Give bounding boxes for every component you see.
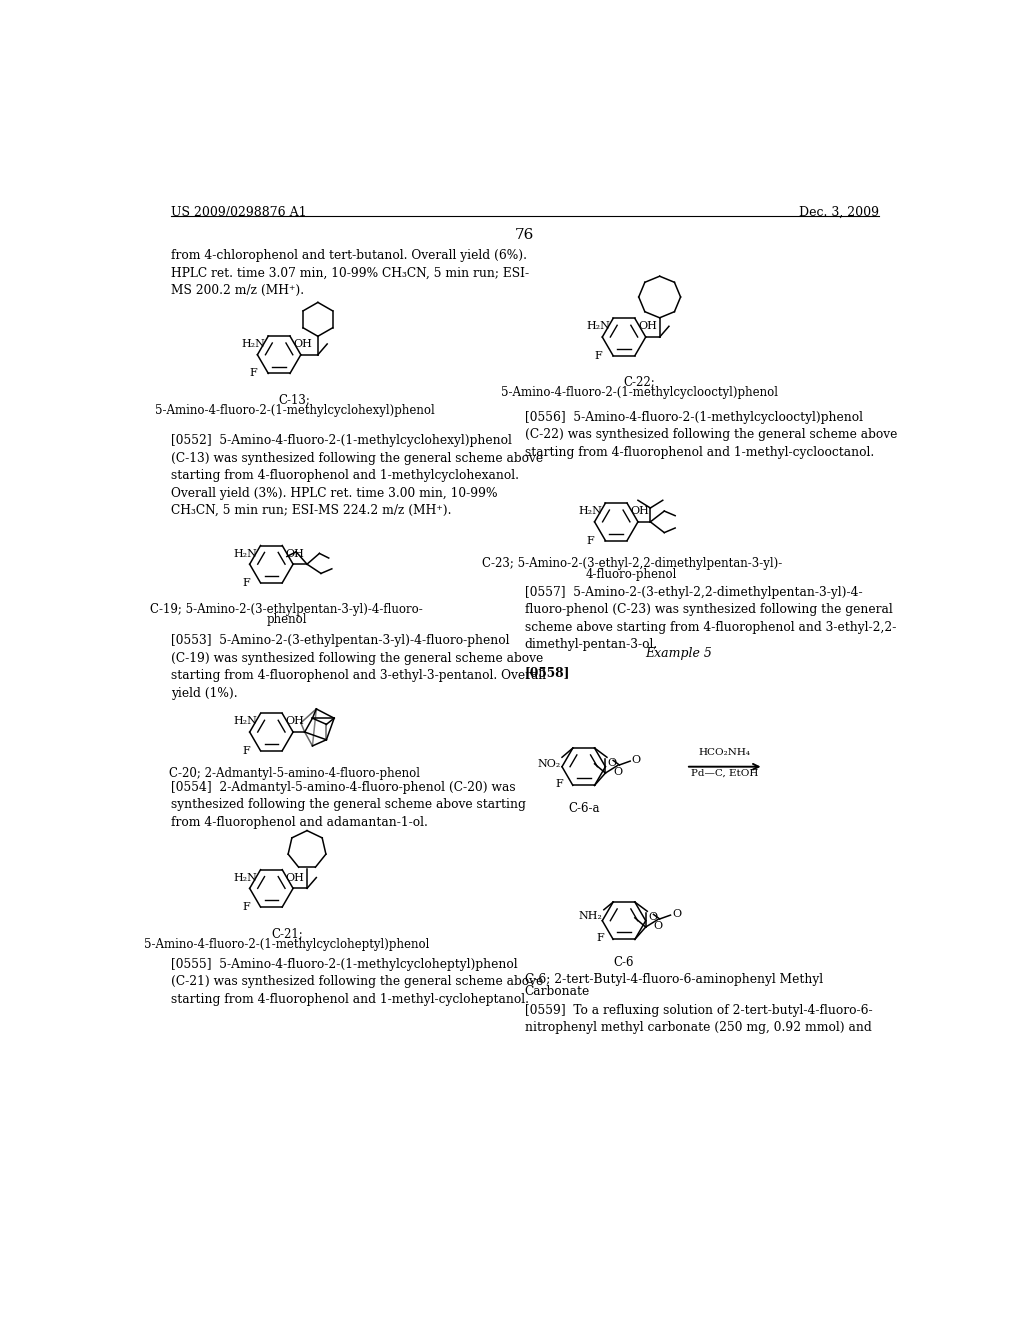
Text: [0554]  2-Admantyl-5-amino-4-fluoro-phenol (C-20) was
synthesized following the : [0554] 2-Admantyl-5-amino-4-fluoro-pheno… (171, 780, 525, 829)
Text: US 2009/0298876 A1: US 2009/0298876 A1 (171, 206, 306, 219)
Text: O: O (607, 758, 616, 768)
Text: NH₂: NH₂ (579, 911, 602, 921)
Text: O: O (632, 755, 641, 764)
Text: H₂N: H₂N (242, 339, 265, 350)
Text: OH: OH (286, 549, 304, 558)
Text: C-20; 2-Admantyl-5-amino-4-fluoro-phenol: C-20; 2-Admantyl-5-amino-4-fluoro-phenol (169, 767, 420, 780)
Text: F: F (556, 779, 563, 789)
Text: OH: OH (286, 717, 304, 726)
Text: HCO₂NH₄: HCO₂NH₄ (698, 748, 751, 758)
Text: Pd—C, EtOH: Pd—C, EtOH (691, 768, 759, 777)
Text: C-6: C-6 (613, 956, 634, 969)
Text: Carbonate: Carbonate (524, 985, 590, 998)
Text: C-23; 5-Amino-2-(3-ethyl-2,2-dimethylpentan-3-yl)-: C-23; 5-Amino-2-(3-ethyl-2,2-dimethylpen… (481, 557, 782, 570)
Text: F: F (596, 933, 604, 942)
Text: OH: OH (286, 873, 304, 883)
Text: O: O (672, 908, 681, 919)
Text: 4-fluoro-phenol: 4-fluoro-phenol (586, 568, 678, 581)
Text: 5-Amino-4-fluoro-2-(1-methylcyclohexyl)phenol: 5-Amino-4-fluoro-2-(1-methylcyclohexyl)p… (155, 404, 434, 417)
Text: C-22;: C-22; (624, 376, 655, 388)
Text: [0558]: [0558] (524, 667, 570, 680)
Text: 76: 76 (515, 227, 535, 242)
Text: O: O (613, 767, 623, 776)
Text: H₂N: H₂N (233, 549, 257, 558)
Text: OH: OH (630, 507, 649, 516)
Text: Example 5: Example 5 (645, 647, 712, 660)
Text: F: F (242, 578, 250, 587)
Text: NO₂: NO₂ (538, 759, 560, 768)
Text: [0552]  5-Amino-4-fluoro-2-(1-methylcyclohexyl)phenol
(C-13) was synthesized fol: [0552] 5-Amino-4-fluoro-2-(1-methylcyclo… (171, 434, 543, 517)
Text: OH: OH (638, 322, 656, 331)
Text: O: O (648, 912, 657, 923)
Text: F: F (250, 368, 257, 379)
Text: F: F (595, 351, 602, 360)
Text: F: F (242, 746, 250, 756)
Text: O: O (653, 920, 663, 931)
Text: F: F (242, 902, 250, 912)
Text: H₂N: H₂N (586, 322, 610, 331)
Text: H₂N: H₂N (233, 873, 257, 883)
Text: [0556]  5-Amino-4-fluoro-2-(1-methylcyclooctyl)phenol
(C-22) was synthesized fol: [0556] 5-Amino-4-fluoro-2-(1-methylcyclo… (524, 411, 897, 459)
Text: [0553]  5-Amino-2-(3-ethylpentan-3-yl)-4-fluoro-phenol
(C-19) was synthesized fo: [0553] 5-Amino-2-(3-ethylpentan-3-yl)-4-… (171, 635, 546, 700)
Text: C-19; 5-Amino-2-(3-ethylpentan-3-yl)-4-fluoro-: C-19; 5-Amino-2-(3-ethylpentan-3-yl)-4-f… (151, 603, 423, 615)
Text: [0555]  5-Amino-4-fluoro-2-(1-methylcycloheptyl)phenol
(C-21) was synthesized fo: [0555] 5-Amino-4-fluoro-2-(1-methylcyclo… (171, 958, 543, 1006)
Text: [0557]  5-Amino-2-(3-ethyl-2,2-dimethylpentan-3-yl)-4-
fluoro-phenol (C-23) was : [0557] 5-Amino-2-(3-ethyl-2,2-dimethylpe… (524, 586, 896, 651)
Text: H₂N: H₂N (579, 507, 602, 516)
Text: [0559]  To a refluxing solution of 2-tert-butyl-4-fluoro-6-
nitrophenyl methyl c: [0559] To a refluxing solution of 2-tert… (524, 1003, 872, 1035)
Text: C-6; 2-tert-Butyl-4-fluoro-6-aminophenyl Methyl: C-6; 2-tert-Butyl-4-fluoro-6-aminophenyl… (524, 973, 823, 986)
Text: C-13;: C-13; (279, 393, 310, 407)
Text: C-21;: C-21; (271, 927, 303, 940)
Text: 5-Amino-4-fluoro-2-(1-methylcycloheptyl)phenol: 5-Amino-4-fluoro-2-(1-methylcycloheptyl)… (144, 937, 429, 950)
Text: C-6-a: C-6-a (568, 803, 599, 816)
Text: F: F (587, 536, 595, 545)
Text: Dec. 3, 2009: Dec. 3, 2009 (799, 206, 879, 219)
Text: H₂N: H₂N (233, 717, 257, 726)
Text: OH: OH (293, 339, 312, 350)
Text: phenol: phenol (266, 614, 307, 627)
Text: 5-Amino-4-fluoro-2-(1-methylcyclooctyl)phenol: 5-Amino-4-fluoro-2-(1-methylcyclooctyl)p… (501, 387, 778, 400)
Text: from 4-chlorophenol and tert-butanol. Overall yield (6%).
HPLC ret. time 3.07 mi: from 4-chlorophenol and tert-butanol. Ov… (171, 249, 528, 297)
